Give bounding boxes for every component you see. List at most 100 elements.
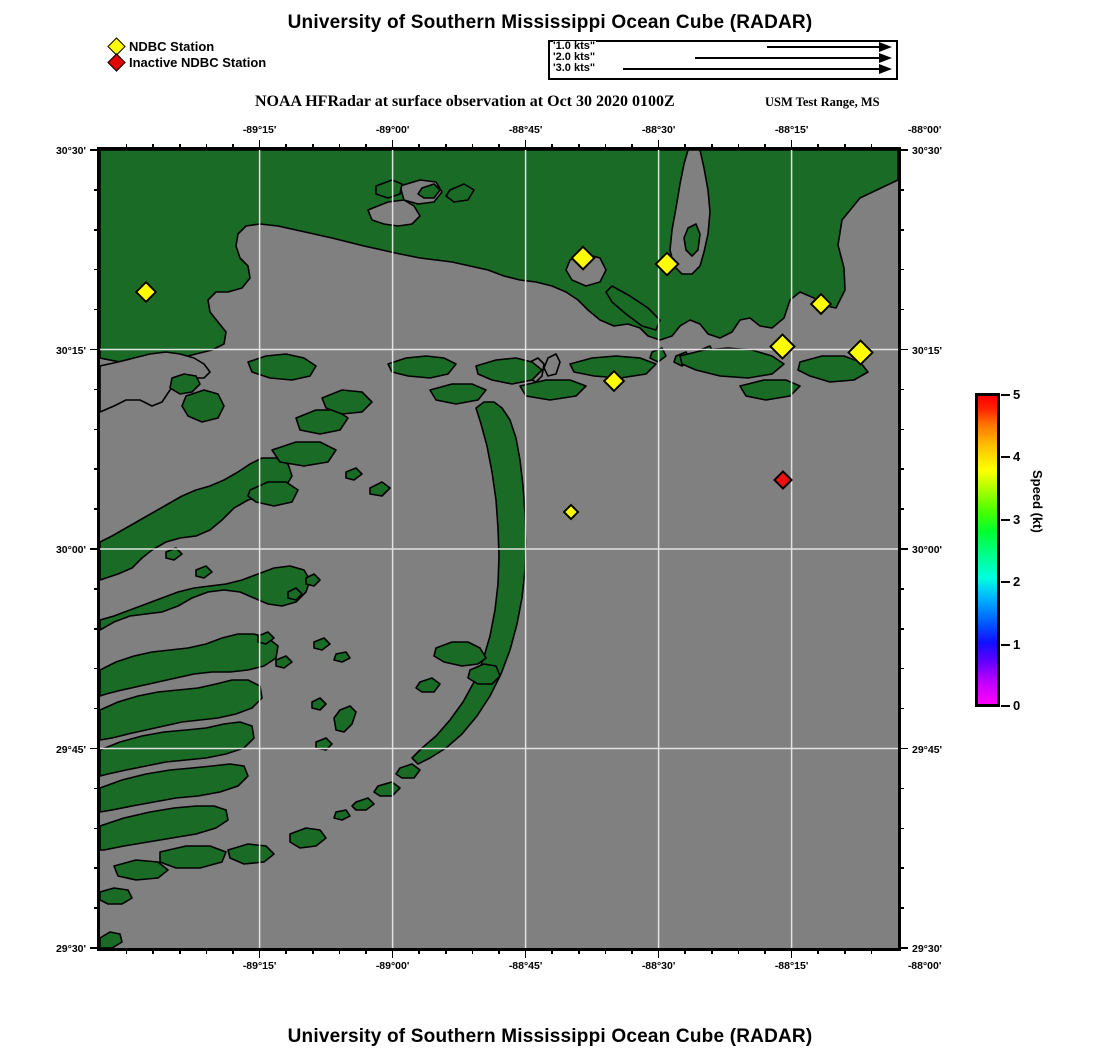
breton-island-b <box>467 663 501 685</box>
delta-tiny-2 <box>287 587 303 601</box>
x-minor-tick <box>578 948 580 954</box>
y-minor-tick <box>898 508 904 510</box>
vector-shaft-3 <box>623 68 879 70</box>
map-plot-area[interactable] <box>97 147 901 951</box>
y-major-tick <box>90 747 100 750</box>
y-minor-tick <box>898 787 904 790</box>
colorbar-tick-label: 5 <box>1013 387 1021 402</box>
y-major-tick <box>898 548 908 550</box>
small-island-row2-c <box>739 379 801 401</box>
colorbar-tick-label: 2 <box>1013 574 1021 590</box>
vector-shaft-2 <box>695 57 879 59</box>
island-mobile-bay <box>683 223 701 257</box>
barrier-island-dauphin <box>679 347 785 379</box>
chandeleur-piece-1 <box>395 763 421 779</box>
y-minor-tick <box>898 268 904 271</box>
delta-tiny-7 <box>195 565 213 579</box>
y-minor-tick <box>898 628 904 630</box>
vector-scale-label-2: '2.0 kts" <box>553 51 597 63</box>
x-minor-tick <box>764 948 766 954</box>
x-minor-tick <box>445 948 447 954</box>
colorbar-tick <box>1001 705 1010 707</box>
vector-scale-legend: '1.0 kts" '2.0 kts" '3.0 kts" <box>548 40 898 80</box>
colorbar-tick-label: 1 <box>1013 637 1021 653</box>
y-minor-tick <box>898 189 904 191</box>
x-minor-tick <box>205 948 208 954</box>
x-minor-tick <box>365 948 367 954</box>
x-minor-tick <box>604 948 607 954</box>
x-minor-tick <box>711 948 713 954</box>
x-major-tick <box>258 140 261 150</box>
x-axis-label: -88°30' <box>641 124 676 136</box>
x-axis-label: -88°00' <box>907 960 942 972</box>
delta-body-7 <box>159 845 227 869</box>
x-minor-tick <box>179 948 181 954</box>
delta-body-8 <box>113 859 169 881</box>
colorbar-tick <box>1001 644 1010 647</box>
delta-islet-s4 <box>100 931 123 948</box>
y-major-tick <box>898 348 908 351</box>
map-gridlines <box>100 150 898 948</box>
footer-title: University of Southern Mississippi Ocean… <box>287 1026 813 1047</box>
speed-colorbar[interactable]: 0 1 2 3 4 5 <box>975 388 1020 712</box>
delta-islet-s3 <box>100 887 133 905</box>
y-axis-label: 30°15' <box>55 344 86 357</box>
x-major-tick <box>524 948 527 958</box>
delta-islet-n1 <box>181 389 225 423</box>
colorbar-title: Speed (kt) <box>1030 470 1045 533</box>
x-major-tick <box>790 140 793 150</box>
colorbar-tick <box>1001 581 1010 584</box>
red-diamond-icon <box>107 52 126 72</box>
bay-inlet-west <box>100 351 211 413</box>
x-major-tick <box>258 948 261 958</box>
x-minor-tick <box>418 948 420 954</box>
y-axis-label: 30°00' <box>912 544 943 556</box>
delta-tiny-6 <box>257 631 275 645</box>
legend-label-ndbc-station: NDBC Station <box>129 38 215 54</box>
y-major-tick <box>898 149 908 151</box>
x-minor-tick <box>817 948 819 954</box>
page-title: University of Southern Mississippi Ocean… <box>287 12 813 33</box>
chandeleur-piece-4 <box>333 809 351 821</box>
vector-scale-row-1: '1.0 kts" <box>550 41 896 53</box>
vector-scale-row-3: '3.0 kts" <box>550 63 896 75</box>
y-minor-tick <box>898 827 904 830</box>
vector-arrowhead-3 <box>879 64 892 74</box>
y-minor-tick <box>898 468 904 470</box>
x-major-tick <box>391 140 394 150</box>
vector-scale-row-2: '2.0 kts" <box>550 51 896 64</box>
y-minor-tick <box>898 667 904 670</box>
delta-islet-s2 <box>289 827 327 849</box>
y-axis-label: 30°30' <box>55 145 86 157</box>
chandeleur-piece-3 <box>351 797 375 811</box>
x-axis-label: -89°00' <box>375 960 410 972</box>
y-axis-label: 30°30' <box>912 145 943 157</box>
y-axis-label: 29°30' <box>55 943 86 955</box>
colorbar-gradient <box>975 393 1000 707</box>
x-major-tick <box>657 140 660 150</box>
delta-body-2 <box>100 633 279 697</box>
x-axis-label: -88°45' <box>508 960 543 972</box>
y-major-tick <box>898 747 908 750</box>
y-axis-label: 29°30' <box>912 943 943 955</box>
breton-island-a <box>433 641 487 667</box>
map-subtitle-location: USM Test Range, MS <box>765 95 880 109</box>
delta-islet-s1 <box>227 843 275 865</box>
delta-islet-n5 <box>321 389 373 415</box>
vector-arrowhead-1 <box>879 42 892 52</box>
coastline-map <box>100 150 898 948</box>
delta-tiny-1 <box>305 573 321 587</box>
x-axis-label: -88°15' <box>774 960 809 972</box>
x-minor-tick <box>684 948 686 954</box>
y-minor-tick <box>898 707 904 710</box>
sound-island-b <box>417 183 441 199</box>
y-minor-tick <box>898 428 904 431</box>
y-minor-tick <box>898 308 904 311</box>
delta-tiny-3 <box>313 637 331 651</box>
sound-cutout-a <box>367 199 421 227</box>
x-axis-label: -88°45' <box>508 124 543 136</box>
barrier-island-ship <box>387 355 457 379</box>
map-subtitle: NOAA HFRadar at surface observation at O… <box>255 93 675 110</box>
x-axis-label: -88°15' <box>774 124 809 136</box>
mobile-bay <box>669 150 711 275</box>
